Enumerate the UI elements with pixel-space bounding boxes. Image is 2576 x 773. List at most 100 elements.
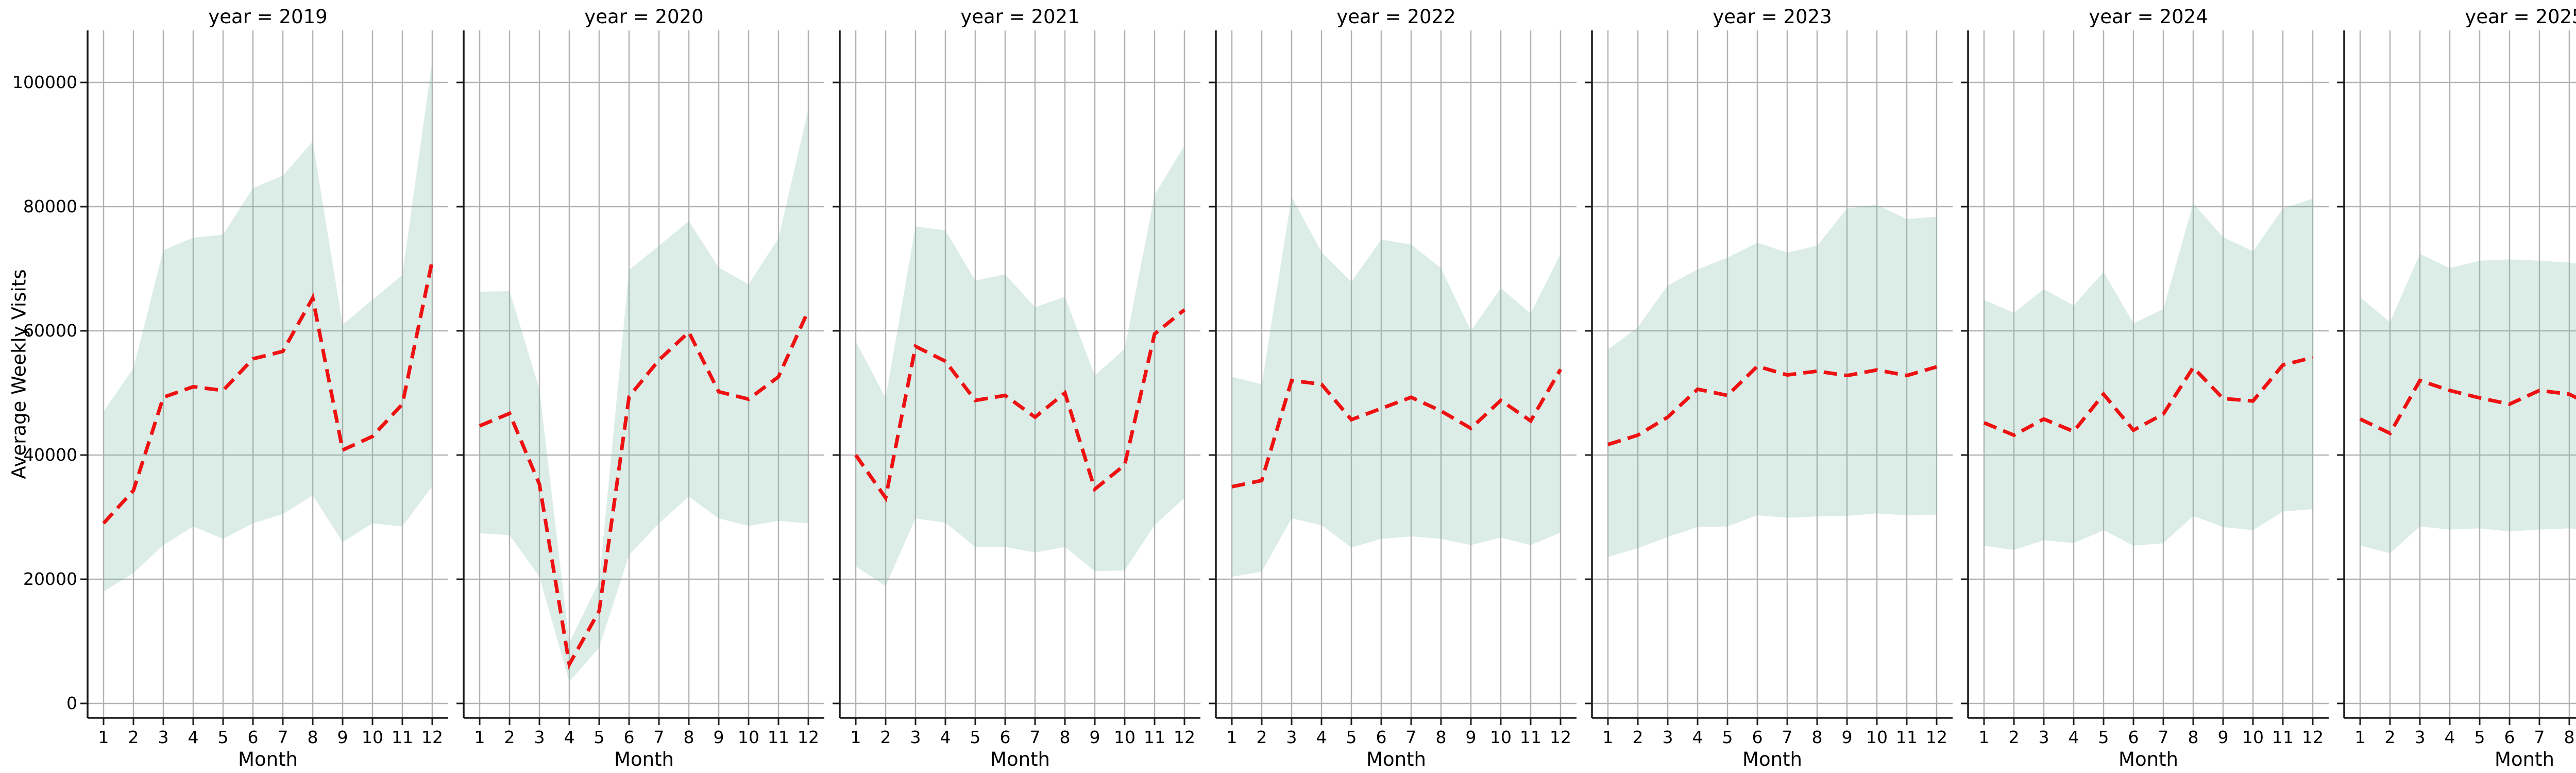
facet-title: year = 2024 <box>2089 6 2208 28</box>
x-tick-label: 2 <box>2385 727 2396 747</box>
x-tick-label: 7 <box>2158 727 2169 747</box>
x-tick-label: 4 <box>188 727 199 747</box>
x-tick-label: 8 <box>684 727 694 747</box>
x-tick-label: 11 <box>1520 727 1541 747</box>
x-tick-label: 5 <box>1346 727 1357 747</box>
x-tick-label: 9 <box>337 727 348 747</box>
y-tick-label: 80000 <box>23 196 77 216</box>
x-tick-label: 5 <box>2475 727 2485 747</box>
y-tick-label: 60000 <box>23 321 77 341</box>
x-tick-label: 12 <box>1926 727 1947 747</box>
x-tick-label: 7 <box>278 727 289 747</box>
x-tick-label: 8 <box>2564 727 2575 747</box>
x-tick-label: 3 <box>1286 727 1297 747</box>
x-tick-label: 5 <box>2098 727 2109 747</box>
x-tick-label: 3 <box>2039 727 2049 747</box>
x-tick-label: 4 <box>940 727 951 747</box>
facet-title: year = 2019 <box>208 6 327 28</box>
x-tick-label: 8 <box>1812 727 1823 747</box>
median-line <box>854 308 1186 502</box>
y-tick-label: 40000 <box>23 445 77 465</box>
x-tick-label: 7 <box>1782 727 1793 747</box>
x-tick-label: 8 <box>1436 727 1447 747</box>
x-tick-label: 10 <box>1114 727 1136 747</box>
x-tick-label: 11 <box>392 727 413 747</box>
x-tick-label: 12 <box>798 727 819 747</box>
percentile-band <box>2360 254 2576 553</box>
x-tick-label: 4 <box>2445 727 2455 747</box>
x-tick-label: 3 <box>2415 727 2426 747</box>
x-tick-label: 5 <box>970 727 981 747</box>
x-tick-label: 10 <box>738 727 759 747</box>
x-tick-label: 6 <box>248 727 259 747</box>
x-axis-label: Month <box>1366 748 1426 770</box>
x-tick-label: 7 <box>1030 727 1041 747</box>
facet-title: year = 2020 <box>584 6 703 28</box>
facet-title: year = 2022 <box>1336 6 1455 28</box>
x-tick-label: 8 <box>1060 727 1071 747</box>
x-tick-label: 2 <box>1633 727 1643 747</box>
x-axis-label: Month <box>238 748 298 770</box>
x-tick-label: 2 <box>880 727 891 747</box>
x-tick-label: 2 <box>504 727 515 747</box>
x-tick-label: 9 <box>1842 727 1853 747</box>
x-tick-label: 5 <box>594 727 605 747</box>
percentile-band <box>1608 205 1937 557</box>
x-tick-label: 1 <box>1227 727 1238 747</box>
x-tick-label: 5 <box>218 727 229 747</box>
percentile-band <box>104 60 432 592</box>
x-tick-label: 6 <box>1752 727 1763 747</box>
x-tick-label: 8 <box>2188 727 2199 747</box>
x-tick-label: 2 <box>1257 727 1267 747</box>
x-tick-label: 9 <box>714 727 724 747</box>
x-tick-label: 1 <box>851 727 861 747</box>
x-axis-label: Month <box>2119 748 2178 770</box>
y-tick-label: 100000 <box>12 72 77 92</box>
x-tick-label: 5 <box>1722 727 1733 747</box>
x-tick-label: 9 <box>1090 727 1100 747</box>
x-tick-label: 4 <box>1316 727 1327 747</box>
x-tick-label: 7 <box>1406 727 1417 747</box>
facet-title: year = 2021 <box>960 6 1079 28</box>
x-tick-label: 11 <box>1896 727 1918 747</box>
x-tick-label: 10 <box>2242 727 2264 747</box>
x-tick-label: 6 <box>2504 727 2515 747</box>
percentile-band <box>1984 198 2313 550</box>
x-tick-label: 11 <box>768 727 789 747</box>
median-line <box>1607 364 1937 446</box>
x-tick-label: 8 <box>308 727 318 747</box>
median-line <box>2359 378 2576 436</box>
x-axis-label: Month <box>614 748 674 770</box>
percentile-band <box>856 145 1184 586</box>
median-line <box>102 260 434 525</box>
median-line <box>1983 356 2313 438</box>
facet-title: year = 2025 <box>2465 6 2576 28</box>
x-tick-label: 10 <box>1866 727 1888 747</box>
x-tick-label: 12 <box>1550 727 1571 747</box>
x-tick-label: 3 <box>158 727 169 747</box>
x-axis-label: Month <box>2495 748 2554 770</box>
x-tick-label: 12 <box>1174 727 1195 747</box>
x-tick-label: 3 <box>1663 727 1673 747</box>
x-tick-label: 1 <box>474 727 485 747</box>
x-tick-label: 9 <box>2218 727 2229 747</box>
x-tick-label: 9 <box>1466 727 1477 747</box>
x-tick-label: 3 <box>534 727 545 747</box>
x-tick-label: 7 <box>654 727 665 747</box>
x-tick-label: 6 <box>1000 727 1011 747</box>
x-tick-label: 1 <box>2355 727 2366 747</box>
x-tick-label: 2 <box>128 727 139 747</box>
x-tick-label: 6 <box>2128 727 2139 747</box>
x-tick-label: 10 <box>1490 727 1512 747</box>
x-tick-label: 6 <box>624 727 635 747</box>
x-tick-label: 2 <box>2009 727 2020 747</box>
x-tick-label: 4 <box>564 727 575 747</box>
